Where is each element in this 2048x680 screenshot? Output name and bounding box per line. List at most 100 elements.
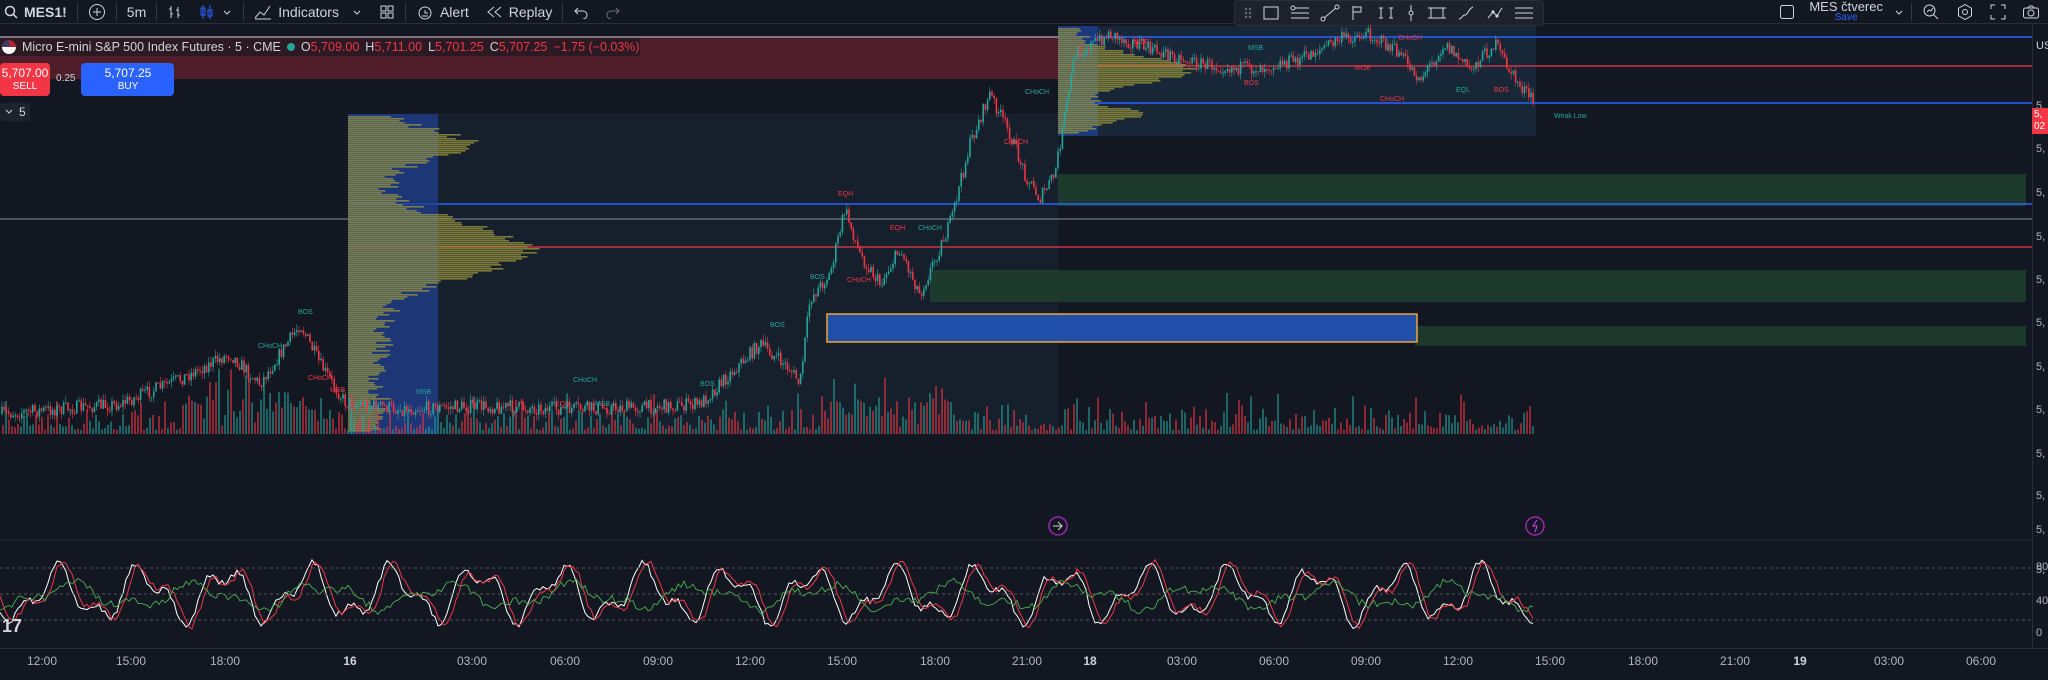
candle-body	[300, 330, 302, 332]
volume-bar	[1484, 429, 1486, 434]
profile-row	[348, 146, 467, 148]
profile-row	[348, 262, 500, 264]
candle-body	[989, 91, 991, 100]
candle-body	[381, 401, 384, 406]
order-block[interactable]	[826, 313, 1418, 343]
volume-bar	[455, 414, 457, 434]
candle-body	[472, 399, 474, 404]
brush-tool-icon[interactable]	[1456, 4, 1476, 22]
redo-button[interactable]	[597, 0, 629, 24]
candle-body	[190, 372, 192, 381]
candles-button[interactable]	[191, 0, 241, 24]
volume-bar	[1367, 429, 1369, 434]
quick-search-button[interactable]	[1914, 0, 1948, 24]
candle-body	[1261, 65, 1264, 72]
candle-body	[560, 407, 562, 415]
path-tool-icon[interactable]	[1485, 4, 1505, 22]
interval-button[interactable]: 5m	[119, 0, 154, 24]
candle-body	[1369, 28, 1372, 42]
candle-body	[445, 405, 448, 408]
volume-bar	[1130, 429, 1132, 434]
candle-body	[434, 403, 437, 407]
price-scale[interactable]: US 5,5,5,5,5,5,5,5,5,5,5,5,	[2032, 24, 2048, 656]
layouts-button[interactable]	[371, 0, 403, 24]
flash-alert-icon[interactable]	[1525, 516, 1545, 536]
candle-body	[1400, 52, 1402, 56]
candle-body	[1239, 62, 1242, 75]
settings-button[interactable]	[1948, 0, 1982, 24]
compare-button[interactable]	[80, 0, 114, 24]
candle-body	[969, 137, 971, 157]
instrument-title[interactable]: Micro E-mini S&P 500 Index Futures · 5 ·…	[22, 40, 281, 54]
price-range-tool-icon[interactable]	[1376, 4, 1396, 22]
drag-handle-icon[interactable]	[1243, 6, 1253, 20]
candle-body	[98, 399, 100, 403]
volume-bar	[80, 429, 82, 434]
candle-body	[984, 104, 987, 110]
indicators-button[interactable]: Indicators	[246, 0, 371, 24]
candle-body	[221, 358, 223, 364]
profile-row	[348, 398, 391, 400]
time-axis[interactable]: 12:00 15:00 18:00 16 03:00 06:00 09:00 12:00 15:…	[0, 648, 2048, 672]
candle-body	[238, 366, 241, 370]
sell-button[interactable]: 5,707.00 SELL	[0, 63, 50, 96]
candle-body	[373, 400, 375, 407]
layout-name[interactable]: MES čtverec Save	[1803, 0, 1889, 23]
rectangle-tool-icon[interactable]	[1261, 4, 1281, 22]
price-chart[interactable]: BOS CHoCH CHoCH MSB MSB CHoCH EQH MSB BO…	[0, 24, 2032, 656]
trend-line-tool-icon[interactable]	[1320, 4, 1340, 22]
candle-body	[608, 413, 610, 415]
go-to-realtime-button[interactable]	[1048, 516, 1068, 536]
profile-row	[348, 354, 391, 356]
candle-body	[1468, 65, 1471, 68]
volume-bar	[215, 382, 217, 434]
profile-row	[348, 294, 418, 296]
candle-body	[153, 391, 155, 398]
snapshot-button[interactable]	[2014, 0, 2048, 24]
replay-button[interactable]: Replay	[477, 0, 561, 24]
symbol-search[interactable]: MES1!	[0, 0, 75, 24]
candle-body	[1165, 49, 1167, 52]
date-range-tool-icon[interactable]	[1426, 4, 1448, 22]
undo-button[interactable]	[565, 0, 597, 24]
candle-body	[1466, 59, 1468, 66]
volume-bar	[1253, 429, 1255, 434]
candle-body	[705, 395, 707, 404]
candle-body	[1398, 52, 1400, 57]
buy-button[interactable]: 5,707.25 BUY	[81, 63, 175, 96]
volume-bar	[932, 398, 934, 434]
layout-menu-button[interactable]	[1889, 0, 1909, 24]
volume-bar	[1499, 420, 1501, 434]
vertical-line-tool-icon[interactable]	[1404, 4, 1418, 22]
flag-marker-tool-icon[interactable]	[1348, 4, 1368, 22]
annotation-choch: CHoCH	[258, 343, 282, 350]
layout-checkbox[interactable]	[1771, 0, 1803, 24]
volume-bar	[1403, 418, 1405, 434]
volume-bar	[521, 398, 523, 434]
candle-body	[749, 347, 751, 360]
volume-bar	[134, 410, 136, 434]
more-tools-icon[interactable]	[1513, 4, 1535, 22]
candle-body	[815, 294, 817, 297]
layout-save-link[interactable]: Save	[1834, 12, 1858, 23]
candle-body	[1129, 47, 1132, 49]
tradingview-logo[interactable]: 17	[2, 616, 23, 636]
low-key: L	[428, 40, 436, 54]
candle-body	[826, 280, 828, 285]
volume-bar	[17, 423, 19, 434]
candle-body	[683, 405, 685, 411]
volume-bar	[650, 423, 652, 434]
volume-bar	[1478, 427, 1480, 434]
profile-row	[348, 412, 384, 414]
bar-style-button[interactable]	[159, 0, 191, 24]
volume-bar	[1523, 412, 1525, 434]
search-icon	[4, 5, 18, 19]
alert-button[interactable]: Alert	[408, 0, 477, 24]
fullscreen-button[interactable]	[1982, 0, 2014, 24]
collapse-legend-button[interactable]: 5	[0, 103, 30, 121]
candle-body	[1074, 57, 1077, 60]
volume-bar	[500, 427, 502, 434]
candle-body	[331, 376, 333, 379]
candle-body	[758, 347, 760, 354]
long-position-tool-icon[interactable]	[1289, 4, 1311, 22]
